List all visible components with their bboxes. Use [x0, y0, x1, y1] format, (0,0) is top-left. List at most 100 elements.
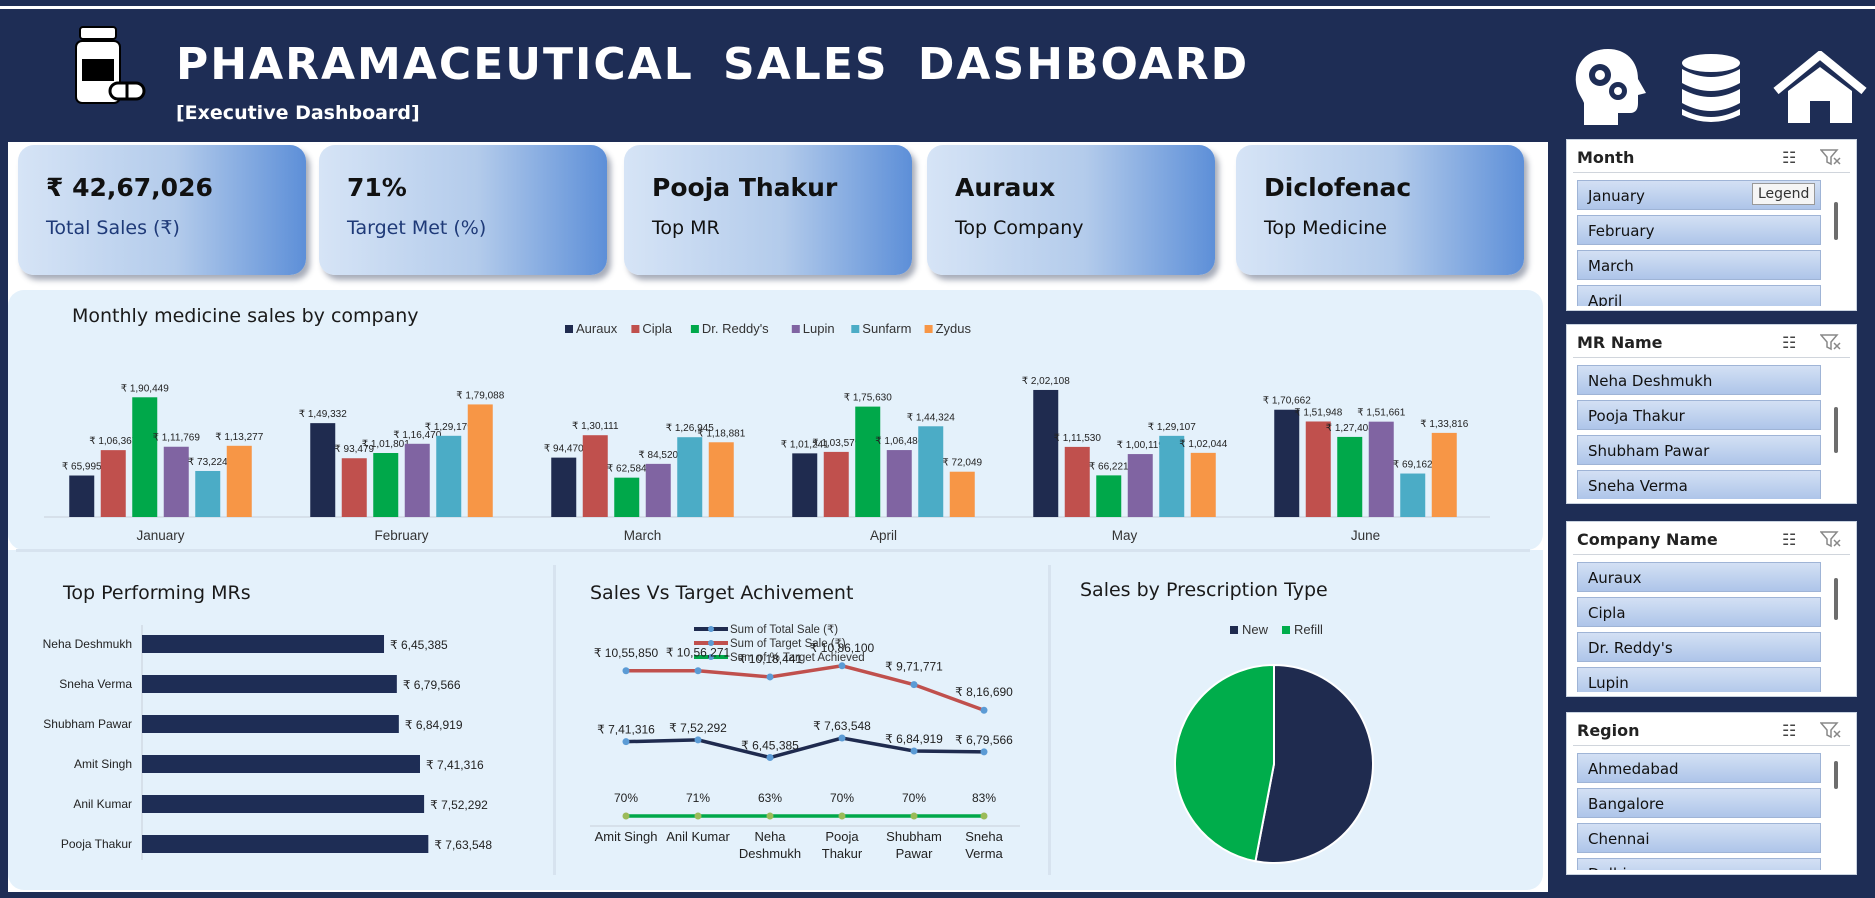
monthly-chart-title: Monthly medicine sales by company	[72, 305, 419, 327]
data-label: ₹ 1,29,179	[425, 422, 474, 433]
slicer-item[interactable]: Lupin	[1577, 667, 1821, 692]
slicer-item[interactable]: Auraux	[1577, 562, 1821, 592]
data-point	[622, 812, 630, 820]
data-label: ₹ 1,06,367	[89, 436, 138, 447]
y-tick-label: Sneha Verma	[59, 677, 132, 691]
slicer-list: Ahmedabad Bangalore Chennai Delhi	[1567, 749, 1856, 870]
bar	[614, 477, 640, 517]
legend-label: Sum of % Target Achieved	[730, 652, 865, 664]
data-label: ₹ 1,70,662	[1263, 396, 1312, 407]
slicer-scrollbar[interactable]	[1834, 407, 1838, 453]
clear-filter-icon[interactable]	[1820, 148, 1842, 166]
data-point	[694, 736, 702, 744]
legend-label: Dr. Reddy's	[702, 321, 769, 336]
multi-select-icon[interactable]: ☷	[1782, 723, 1797, 740]
data-label: ₹ 6,84,919	[885, 732, 943, 746]
data-label: ₹ 1,44,324	[907, 412, 956, 423]
data-label: 70%	[830, 791, 854, 805]
slicer-item[interactable]: March	[1577, 250, 1821, 280]
data-label: ₹ 1,01,241	[781, 439, 830, 450]
bar	[1337, 436, 1363, 517]
slicer-item[interactable]: Sneha Verma	[1577, 470, 1821, 499]
data-label: ₹ 1,03,579	[812, 438, 861, 449]
data-label: ₹ 1,06,486	[875, 436, 924, 447]
bar	[436, 435, 462, 517]
slicer-item[interactable]: Chennai	[1577, 823, 1821, 853]
legend-label: Sum of Target Sale (₹)	[730, 638, 846, 650]
slicer-item[interactable]: Bangalore	[1577, 788, 1821, 818]
slicer-item[interactable]: April	[1577, 285, 1821, 306]
prescription-pie-chart: New Refill	[1174, 622, 1374, 864]
data-label: ₹ 1,18,881	[697, 428, 746, 439]
slicer-divider	[1573, 172, 1850, 173]
x-tick-label: April	[870, 528, 897, 543]
data-point	[622, 667, 630, 675]
legend-label: Auraux	[576, 321, 618, 336]
y-tick-label: Pooja Thakur	[61, 837, 132, 851]
data-label: ₹ 1,51,948	[1294, 407, 1343, 418]
slicer-title: Month	[1577, 148, 1635, 167]
home-icon[interactable]	[1772, 51, 1868, 125]
clear-filter-icon[interactable]	[1820, 530, 1842, 548]
prescription-chart-title: Sales by Prescription Type	[1080, 579, 1328, 601]
slicer-item[interactable]: February	[1577, 215, 1821, 245]
y-tick-label: Anil Kumar	[73, 797, 132, 811]
slicer-item[interactable]: Delhi	[1577, 858, 1821, 870]
database-icon[interactable]	[1680, 53, 1742, 125]
slicer-item[interactable]: Pooja Thakur	[1577, 400, 1821, 430]
data-label: ₹ 1,75,630	[844, 393, 893, 404]
bar	[708, 442, 734, 517]
data-point	[980, 812, 988, 820]
data-label: ₹ 1,13,277	[215, 432, 264, 443]
bar	[404, 443, 430, 517]
kpi-value: 71%	[347, 173, 407, 202]
data-point	[838, 734, 846, 742]
data-label: 70%	[902, 791, 926, 805]
bar	[195, 470, 221, 517]
legend-label: Cipla	[642, 321, 672, 336]
data-label: ₹ 72,049	[942, 458, 982, 469]
kpi-label: Top Company	[955, 217, 1084, 239]
clear-filter-icon[interactable]	[1820, 333, 1842, 351]
kpi-value: Auraux	[955, 173, 1056, 202]
brain-gears-icon[interactable]	[1572, 47, 1650, 127]
data-label: ₹ 1,00,119	[1117, 440, 1165, 451]
kpi-value: ₹ 42,67,026	[46, 173, 213, 202]
slicer-scrollbar[interactable]	[1834, 761, 1838, 789]
multi-select-icon[interactable]: ☷	[1782, 532, 1797, 549]
slicer-scrollbar[interactable]	[1834, 578, 1838, 620]
bar	[142, 635, 385, 653]
bar	[142, 835, 429, 853]
multi-select-icon[interactable]: ☷	[1782, 150, 1797, 167]
bar	[1127, 454, 1153, 517]
data-label: ₹ 9,71,771	[885, 660, 943, 674]
bar	[163, 446, 189, 517]
slicer-item[interactable]: Cipla	[1577, 597, 1821, 627]
x-tick-label: March	[624, 528, 662, 543]
x-tick-label: Anil Kumar	[666, 829, 730, 844]
legend-swatch	[631, 325, 640, 333]
slicer-region: Region ☷ Ahmedabad Bangalore Chennai Del…	[1566, 712, 1857, 875]
slicer-scrollbar[interactable]	[1834, 202, 1838, 240]
slicer-list: Auraux Cipla Dr. Reddy's Lupin	[1567, 558, 1856, 692]
slicer-item[interactable]: Neha Deshmukh	[1577, 365, 1821, 395]
bar	[645, 463, 671, 517]
data-label: ₹ 8,16,690	[955, 685, 1013, 699]
slicer-item[interactable]: Dr. Reddy's	[1577, 632, 1821, 662]
slicer-item[interactable]: Ahmedabad	[1577, 753, 1821, 783]
clear-filter-icon[interactable]	[1820, 721, 1842, 739]
slicer-item[interactable]: Shubham Pawar	[1577, 435, 1821, 465]
bar	[949, 471, 975, 517]
data-label: ₹ 6,79,566	[403, 678, 461, 692]
pie-slice	[1174, 663, 1275, 863]
data-label: ₹ 84,520	[638, 450, 678, 461]
legend-tooltip: Legend	[1752, 183, 1816, 205]
data-label: ₹ 1,01,801	[362, 439, 411, 450]
x-tick-label: Neha	[754, 829, 786, 844]
data-label: ₹ 1,51,661	[1357, 408, 1406, 419]
multi-select-icon[interactable]: ☷	[1782, 335, 1797, 352]
bar	[467, 404, 493, 517]
slicer-title: Company Name	[1577, 530, 1718, 549]
data-label: ₹ 6,45,385	[390, 638, 448, 652]
slicer-title: Region	[1577, 721, 1640, 740]
